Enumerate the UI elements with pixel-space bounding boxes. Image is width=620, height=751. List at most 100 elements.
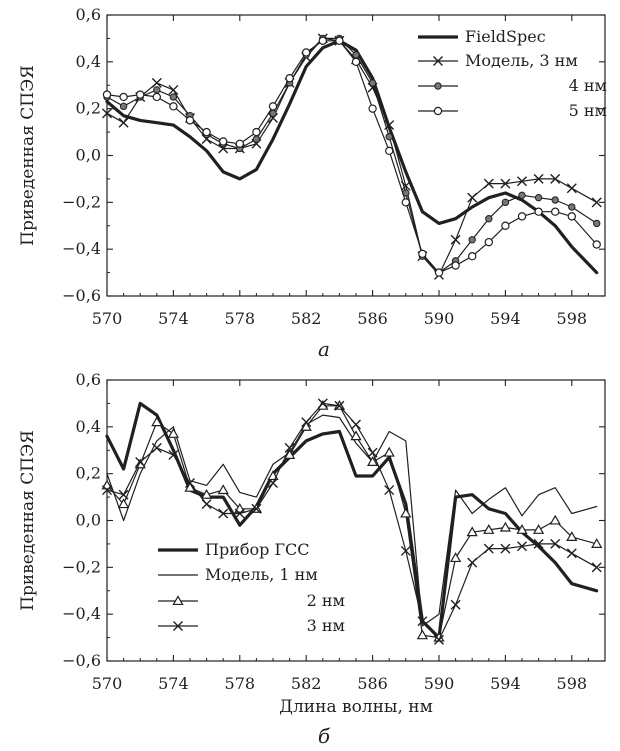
x-tick-label: 574 [158, 674, 189, 693]
data-point [102, 108, 112, 119]
data-point [449, 552, 462, 563]
chart-panel-b: 0,6 0,4 0,2 0,0 −0,2 −0,4 −0,6 570 574 578 582 586 5… [18, 370, 606, 748]
data-point [235, 139, 244, 148]
x-tick-label: 578 [225, 309, 256, 328]
data-point [385, 146, 394, 156]
x-tick-label: 594 [490, 674, 521, 693]
data-point [517, 212, 527, 221]
data-point [134, 458, 146, 469]
data-point [534, 207, 543, 216]
y-tick-label: 0,4 [76, 52, 101, 71]
x-tick-label: 582 [291, 309, 322, 328]
series-line [105, 401, 599, 640]
data-point [251, 503, 262, 514]
data-point [591, 562, 602, 573]
series-line [105, 39, 599, 275]
series-line [106, 37, 598, 274]
data-point [268, 478, 278, 489]
data-point [567, 212, 577, 221]
plot-frame [106, 379, 606, 662]
y-tick-label: 0,0 [76, 511, 101, 530]
data-point [350, 430, 362, 441]
data-point [152, 92, 161, 102]
data-point [168, 84, 179, 95]
series-1 [102, 33, 602, 280]
data-point [102, 485, 112, 496]
legend-item: FieldSpec [418, 27, 546, 46]
data-point [516, 524, 528, 534]
data-point [169, 102, 178, 111]
legend-label: 5 нм [569, 101, 607, 120]
data-point [550, 538, 561, 549]
data-point [417, 616, 428, 627]
data-point [385, 133, 393, 141]
data-point [151, 77, 162, 88]
x-axis-title: Длина волны, нм [279, 697, 433, 717]
data-point [185, 478, 195, 489]
y-tick-label: 0,4 [76, 417, 101, 436]
data-point [366, 456, 379, 467]
legend-item: 3 нм [158, 616, 345, 635]
series-line [106, 40, 598, 274]
x-tick-label: 582 [291, 674, 322, 693]
data-point [451, 261, 460, 270]
x-tick-label: 590 [424, 674, 455, 693]
data-point [119, 102, 128, 111]
y-tick-label: −0,2 [62, 192, 101, 211]
data-point [352, 51, 360, 59]
data-point [566, 548, 577, 559]
data-point [467, 192, 478, 203]
data-point [518, 191, 526, 200]
data-point [550, 173, 561, 184]
data-point [593, 219, 601, 228]
legend-label: Модель, 1 нм [205, 565, 318, 584]
data-point [566, 531, 578, 541]
panel-label: б [318, 724, 331, 748]
data-point [434, 634, 444, 645]
y-tick-label: −0,2 [62, 557, 101, 576]
series-2 [103, 34, 601, 277]
data-point [118, 117, 129, 128]
data-point [468, 251, 477, 261]
x-tick-label: 598 [557, 674, 588, 693]
data-point [401, 198, 410, 207]
legend-marker [433, 106, 443, 116]
legend-item: Модель, 1 нм [158, 565, 318, 584]
x-tick-label: 574 [158, 309, 189, 328]
x-tick-label: 594 [490, 309, 521, 328]
legend-item: 4 нм [418, 76, 607, 95]
y-axis-title: Приведенная СПЭЯ [18, 430, 38, 611]
legend-marker [433, 56, 443, 66]
data-point [218, 137, 228, 146]
data-point [301, 417, 312, 428]
data-point [416, 629, 429, 640]
x-tick-label: 586 [357, 309, 388, 328]
data-point [418, 249, 427, 259]
data-point [533, 173, 544, 184]
data-point [268, 102, 278, 111]
data-point [591, 197, 602, 208]
data-point [485, 215, 493, 223]
legend-label: 3 нм [307, 616, 345, 635]
data-point [534, 193, 543, 202]
data-point [484, 237, 493, 247]
x-tick-label: 570 [92, 674, 123, 693]
data-point [102, 90, 112, 99]
data-point [367, 447, 378, 458]
data-point [499, 521, 512, 532]
legend-label: Прибор ГСС [205, 540, 310, 559]
data-point [317, 398, 328, 409]
x-tick-label: 578 [225, 674, 256, 693]
y-tick-label: 0,6 [76, 5, 101, 24]
y-tick-label: 0,2 [76, 99, 101, 118]
y-tick-label: 0,0 [76, 146, 101, 165]
data-point [501, 198, 510, 207]
y-axis-title: Приведенная СПЭЯ [18, 65, 38, 246]
data-point [117, 498, 130, 509]
data-point [500, 543, 511, 554]
data-point [234, 508, 245, 519]
series-1 [106, 414, 598, 627]
data-point [201, 499, 212, 510]
data-point [285, 74, 294, 83]
